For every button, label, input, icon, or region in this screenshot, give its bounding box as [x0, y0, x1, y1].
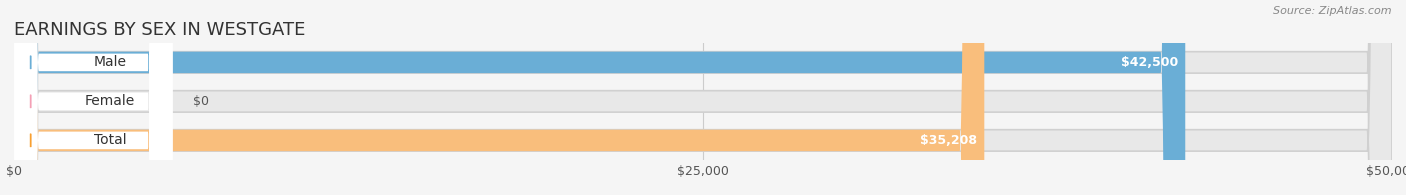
FancyBboxPatch shape: [14, 0, 984, 195]
FancyBboxPatch shape: [14, 0, 173, 195]
FancyBboxPatch shape: [14, 0, 173, 195]
FancyBboxPatch shape: [14, 0, 1185, 195]
FancyBboxPatch shape: [14, 0, 1392, 195]
Text: Female: Female: [84, 94, 135, 108]
Text: $0: $0: [193, 95, 209, 108]
Text: $42,500: $42,500: [1121, 56, 1178, 69]
Text: Total: Total: [94, 133, 127, 147]
FancyBboxPatch shape: [14, 0, 173, 195]
FancyBboxPatch shape: [14, 0, 1392, 195]
Text: $35,208: $35,208: [921, 134, 977, 147]
FancyBboxPatch shape: [14, 0, 1392, 195]
Text: EARNINGS BY SEX IN WESTGATE: EARNINGS BY SEX IN WESTGATE: [14, 20, 305, 39]
Text: Source: ZipAtlas.com: Source: ZipAtlas.com: [1274, 6, 1392, 16]
Text: Male: Male: [93, 55, 127, 69]
